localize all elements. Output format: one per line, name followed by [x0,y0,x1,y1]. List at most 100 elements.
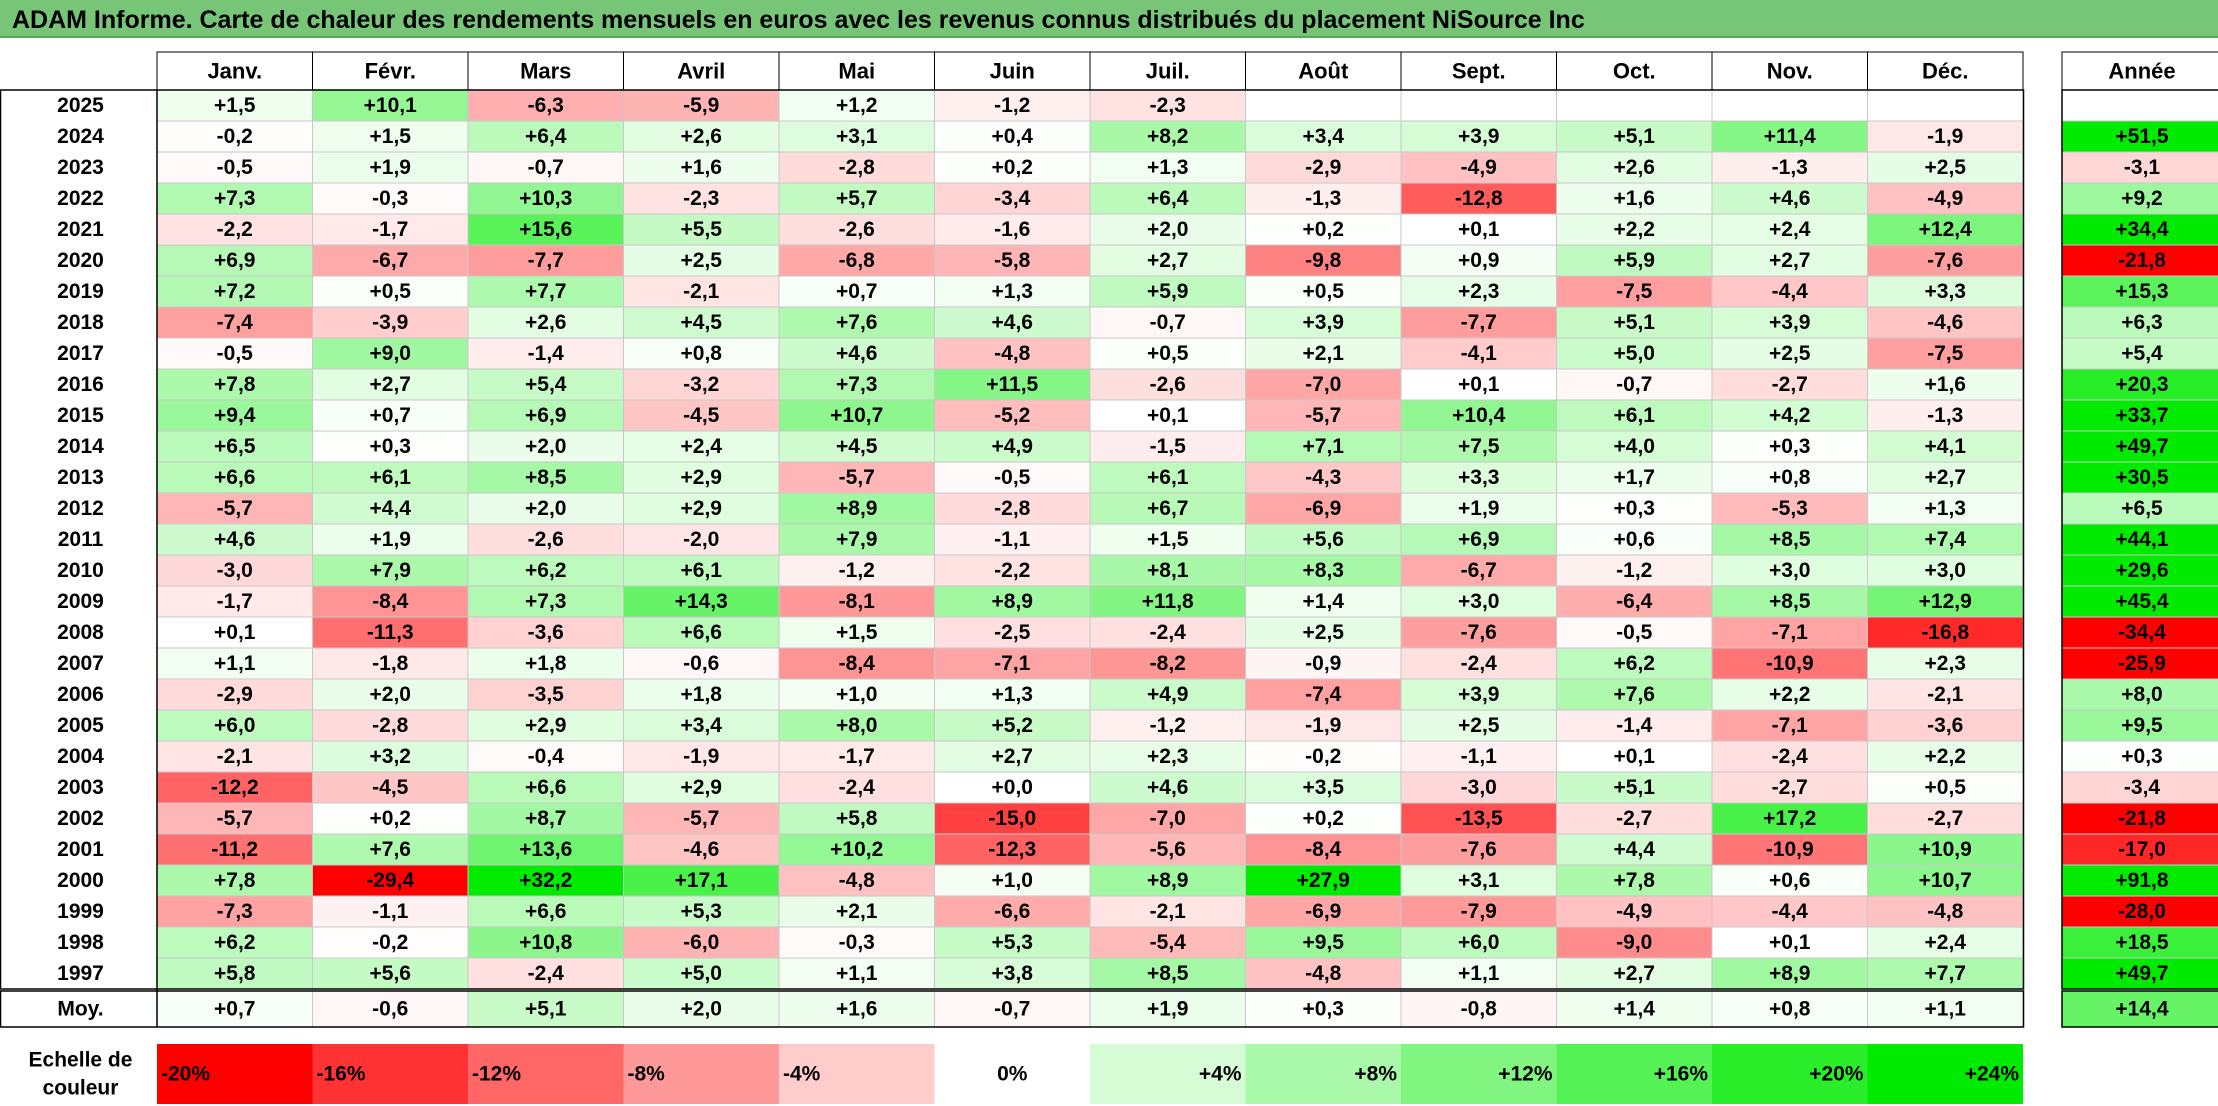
heatmap-cell [778,740,935,773]
cell-value-label: +14,3 [675,590,728,613]
heatmap-cell [1245,957,1402,990]
heatmap-cell [1400,585,1557,618]
cell-value-label: +3,0 [1925,559,1966,582]
cell-value-label: +1,1 [214,652,256,675]
heatmap-cell [312,616,469,649]
heatmap-cell [1556,895,1713,928]
heatmap-cell [156,151,313,184]
annual-cell [2061,771,2218,804]
cell-value-label: +11,4 [1764,125,1816,148]
heatmap-cell [1711,275,1868,308]
heatmap-cell [1556,120,1713,153]
cell-value-label: -1,3 [1927,404,1963,427]
heatmap-cell [623,244,780,277]
heatmap-cell [467,337,624,370]
cell-value-label: -3,0 [1461,776,1497,799]
average-value-label: +1,6 [836,998,877,1021]
heatmap-cell [1400,399,1557,432]
heatmap-cell [1556,678,1713,711]
heatmap-cell [623,523,780,556]
heatmap-cell [156,337,313,370]
heatmap-cell [1089,647,1246,680]
cell-value-label: -4,8 [1305,962,1342,985]
heatmap-cell [623,678,780,711]
cell-value-label: +2,7 [1769,249,1810,272]
cell-value-label: +5,1 [1614,776,1656,799]
cell-value-label: +6,9 [1458,528,1499,551]
cell-value-label: -7,0 [1150,807,1186,830]
heatmap-cell [778,926,935,959]
cell-value-label: +5,3 [681,900,722,923]
cell-value-label: -10,9 [1766,652,1814,675]
cell-value-label: +6,1 [370,466,412,489]
cell-value-label: +4,2 [1769,404,1810,427]
heatmap-cell [1867,182,2024,215]
average-value-label: +0,7 [214,998,255,1021]
cell-value-label: -5,7 [683,807,719,830]
heatmap-cell [1245,120,1402,153]
heatmap-cell [1556,89,1713,122]
cell-value-label: +2,1 [1303,342,1345,365]
annual-value-label: +18,5 [2115,931,2168,954]
color-scale-swatch [779,1044,935,1104]
cell-value-label: +11,5 [986,373,1038,396]
annual-cell [2061,585,2218,618]
heatmap-cell [934,802,1091,835]
heatmap-cell [1556,864,1713,897]
column-header-cell [778,51,935,91]
row-year-label: 2021 [57,218,104,241]
heatmap-cell [1711,802,1868,835]
heatmap-cell [1245,430,1402,463]
heatmap-cell [934,678,1091,711]
cell-value-label: +3,9 [1458,683,1499,706]
heatmap-cell [934,337,1091,370]
cell-value-label: -5,7 [839,466,875,489]
row-year-label: 2009 [57,590,104,613]
cell-value-label: +0,1 [1614,745,1656,768]
heatmap-cell [1867,151,2024,184]
cell-value-label: +4,5 [836,435,878,458]
cell-value-label: -5,6 [1150,838,1186,861]
color-scale-swatch [1556,1044,1712,1104]
heatmap-cell [1556,740,1713,773]
cell-value-label: +1,6 [1925,373,1966,396]
cell-value-label: -8,1 [839,590,876,613]
heatmap-cell [467,492,624,525]
heatmap-cell [1089,213,1246,246]
cell-value-label: -7,1 [1772,714,1809,737]
heatmap-cell [467,368,624,401]
cell-value-label: +5,6 [1303,528,1344,551]
color-scale-swatch [623,1044,779,1104]
cell-value-label: +7,3 [836,373,877,396]
cell-value-label: +3,4 [1303,125,1345,148]
cell-value-label: +8,9 [836,497,877,520]
heatmap-cell [1556,213,1713,246]
cell-value-label: +12,9 [1919,590,1972,613]
heatmap-cell [1867,337,2024,370]
color-scale-label: couleur [43,1077,119,1100]
cell-value-label: -3,2 [683,373,719,396]
cell-value-label: +4,9 [1147,683,1188,706]
heatmap-cell [1400,926,1557,959]
cell-value-label: -8,4 [372,590,409,613]
row-year-label: 1997 [57,962,104,985]
cell-value-label: +6,1 [1147,466,1189,489]
row-year-label: 2011 [58,528,104,551]
heatmap-cell [1556,554,1713,587]
row-year-label: 2018 [57,311,104,334]
cell-value-label: -3,0 [217,559,253,582]
cell-value-label: -7,4 [1305,683,1342,706]
cell-value-label: -2,8 [372,714,409,737]
row-year-label: 2025 [57,94,104,117]
heatmap-cell [312,523,469,556]
cell-value-label: +1,6 [1614,187,1655,210]
annual-value-label: +6,3 [2121,311,2162,334]
heatmap-cell [1245,554,1402,587]
heatmap-cell [1245,895,1402,928]
cell-value-label: +5,1 [1614,311,1656,334]
heatmap-cell [1711,337,1868,370]
cell-value-label: -2,7 [1927,807,1963,830]
heatmap-cell [623,337,780,370]
cell-value-label: -2,4 [1772,745,1809,768]
annual-value-label: +30,5 [2115,466,2168,489]
